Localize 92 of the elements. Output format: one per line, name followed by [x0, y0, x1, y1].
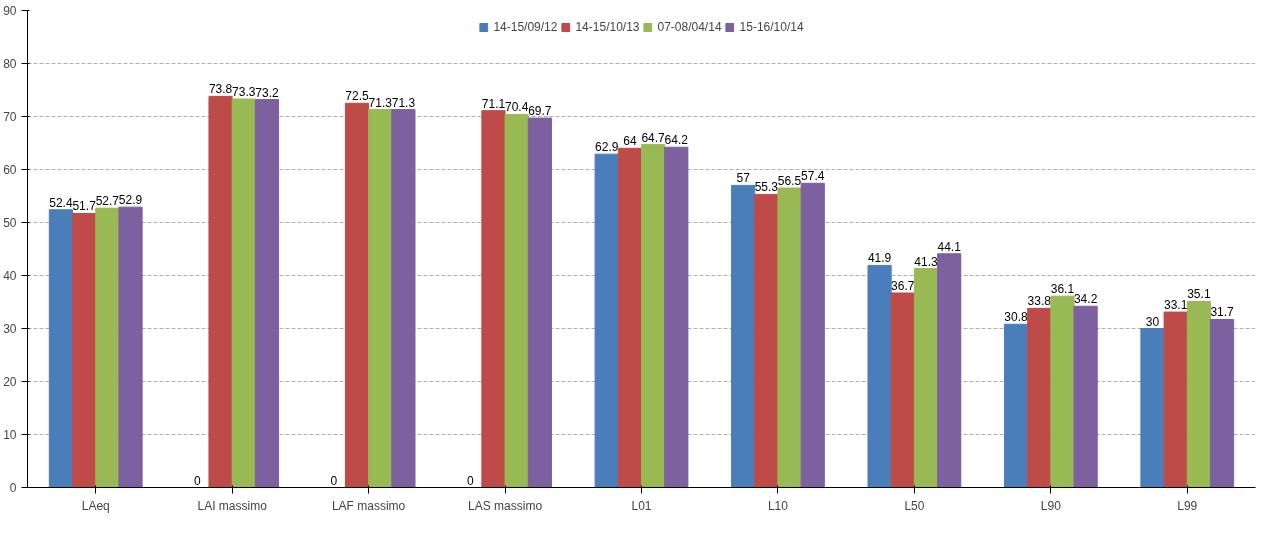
x-tick-label: L50 — [904, 498, 925, 513]
data-label: 64.7 — [641, 130, 666, 145]
y-tick-label: 30 — [3, 322, 17, 336]
bar — [777, 187, 802, 488]
bar — [1186, 300, 1211, 488]
data-label: 55.3 — [754, 180, 779, 195]
data-label: 52.9 — [118, 193, 143, 208]
y-tick-label: 60 — [3, 163, 17, 177]
data-label: 36.7 — [891, 278, 915, 293]
bar — [1050, 295, 1075, 488]
y-tick-label: 0 — [9, 481, 17, 495]
data-label: 0 — [330, 473, 338, 488]
data-label: 51.7 — [72, 199, 97, 214]
data-label: 44.1 — [937, 239, 962, 254]
data-label: 36.1 — [1050, 282, 1075, 297]
bar — [867, 264, 892, 488]
legend-label: 15-16/10/14 — [739, 20, 804, 34]
data-label: 73.2 — [255, 85, 279, 100]
data-label: 71.3 — [391, 95, 416, 110]
bar — [617, 147, 642, 488]
y-tick-label: 50 — [3, 216, 17, 230]
bar — [95, 207, 120, 488]
data-label: 56.5 — [777, 174, 802, 189]
y-tick-label: 90 — [3, 4, 17, 18]
bar — [254, 99, 280, 488]
bar — [48, 209, 74, 488]
data-label: 30 — [1145, 314, 1160, 329]
y-tick-label: 80 — [3, 57, 17, 71]
data-label: 0 — [194, 473, 202, 488]
data-label: 52.4 — [49, 195, 73, 210]
bar — [344, 102, 370, 488]
data-label: 34.2 — [1073, 292, 1098, 307]
data-label: 69.7 — [528, 104, 552, 119]
bar — [937, 253, 962, 488]
bar — [231, 98, 256, 488]
bar — [504, 113, 529, 488]
bar — [594, 153, 619, 488]
bar — [1140, 328, 1165, 488]
bar — [1163, 311, 1188, 488]
x-tick-label: LAS massimo — [468, 498, 543, 513]
y-tick-label: 40 — [3, 269, 17, 283]
bar — [890, 292, 915, 488]
bar — [1209, 318, 1235, 488]
x-tick-label: LAI massimo — [197, 498, 268, 513]
bar — [800, 182, 825, 488]
bar — [1003, 323, 1029, 488]
legend-label: 07-08/04/14 — [657, 20, 722, 34]
data-label: 33.8 — [1027, 294, 1052, 309]
x-tick-label: LAF massimo — [331, 498, 406, 513]
y-tick-label: 20 — [3, 375, 17, 389]
data-label: 64.2 — [664, 133, 689, 148]
data-label: 62.9 — [595, 140, 619, 155]
data-label: 73.3 — [232, 85, 256, 100]
bar — [481, 110, 506, 488]
data-label: 52.7 — [95, 194, 120, 209]
legend-label: 14-15/09/12 — [493, 20, 558, 34]
data-label: 30.8 — [1004, 310, 1029, 325]
data-label: 71.3 — [368, 95, 393, 110]
bar — [754, 193, 779, 488]
bar — [527, 117, 552, 488]
bar — [641, 144, 666, 488]
x-tick-label: LAeq — [81, 498, 110, 513]
data-label: 33.1 — [1164, 298, 1188, 313]
x-tick-label: L01 — [631, 498, 652, 513]
data-label: 57 — [736, 171, 751, 186]
x-tick-label: L10 — [767, 498, 789, 513]
y-tick-label: 70 — [3, 110, 17, 124]
bar — [664, 146, 689, 488]
data-label: 35.1 — [1187, 287, 1211, 302]
data-label: 41.3 — [914, 254, 938, 269]
data-label: 71.1 — [481, 96, 506, 111]
data-label: 41.9 — [867, 251, 892, 266]
bar — [1073, 305, 1098, 488]
bar — [1027, 307, 1052, 488]
bar — [731, 184, 756, 488]
bar — [118, 206, 143, 488]
data-label: 64 — [623, 134, 637, 149]
bar — [368, 109, 393, 488]
x-tick-label: L90 — [1040, 498, 1062, 513]
legend-label: 14-15/10/13 — [575, 20, 640, 34]
bar — [208, 95, 233, 488]
data-label: 31.7 — [1210, 305, 1235, 320]
data-label: 0 — [466, 473, 474, 488]
bar — [72, 212, 97, 488]
data-label: 70.4 — [504, 100, 529, 115]
data-label: 72.5 — [345, 89, 370, 104]
data-label: 57.4 — [801, 169, 825, 184]
x-tick-label: L99 — [1177, 498, 1198, 513]
bar — [391, 109, 416, 488]
bar — [913, 268, 939, 488]
data-label: 73.8 — [208, 82, 233, 97]
y-tick-label: 10 — [3, 428, 17, 442]
